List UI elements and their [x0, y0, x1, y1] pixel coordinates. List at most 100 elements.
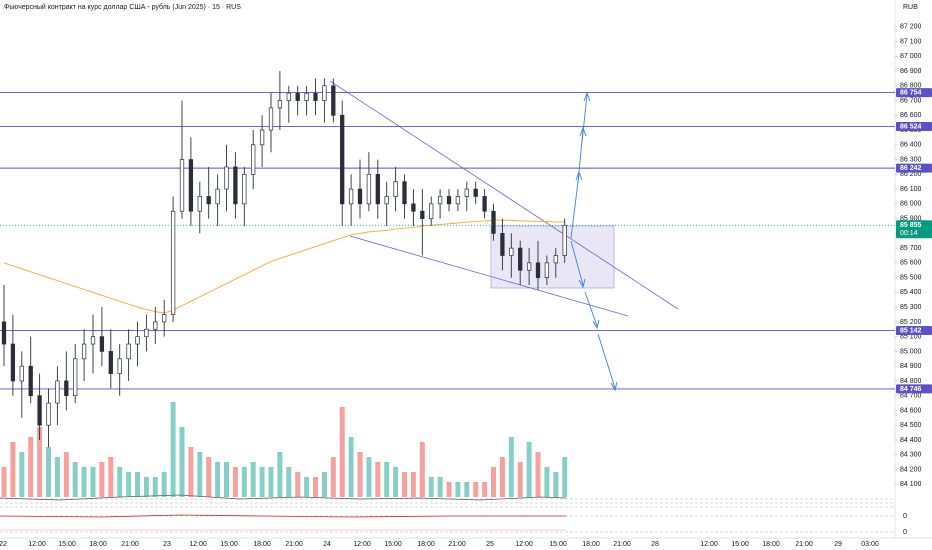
y-tick-label: 85 600 — [900, 260, 922, 267]
candle-body — [170, 210, 176, 315]
volume-bar — [428, 477, 434, 497]
volume-bar — [455, 482, 461, 497]
x-tick-label: 18:00 — [417, 541, 435, 548]
x-tick-label: 15:00 — [731, 541, 749, 548]
candle-body — [535, 262, 541, 278]
candle-body — [384, 196, 389, 205]
candle-body — [126, 343, 131, 360]
last-price-box — [896, 220, 932, 239]
volume-bar — [499, 457, 505, 497]
volume-bar — [482, 482, 488, 497]
volume-bar — [99, 462, 105, 497]
volume-bar — [473, 482, 479, 497]
level-label-box — [896, 384, 932, 394]
x-tick-label: 12:00 — [189, 541, 207, 548]
x-tick-label: 12:00 — [353, 541, 371, 548]
y-tick-label: 84 900 — [900, 363, 922, 370]
indicator-label: 0 — [903, 513, 907, 520]
y-tick-label: 85 400 — [900, 289, 922, 296]
y-tick-label: 87 200 — [900, 24, 922, 31]
volume-bar — [286, 467, 292, 497]
y-tick-label: 86 400 — [900, 142, 922, 149]
candle-body — [304, 92, 309, 101]
candle-body — [375, 173, 380, 205]
volume-bar — [117, 467, 123, 497]
volume-bar — [259, 467, 265, 497]
level-label: 86 524 — [900, 123, 922, 130]
volume-bar — [72, 462, 78, 497]
indicator-line — [0, 514, 566, 518]
x-tick-label: 18:00 — [762, 541, 780, 548]
candle-body — [117, 358, 122, 374]
candle-body — [64, 380, 69, 397]
candle-body — [242, 173, 247, 205]
candle-body — [348, 188, 354, 205]
volume-bar — [491, 467, 496, 497]
volume-bar — [46, 447, 51, 497]
volume-bar — [375, 462, 381, 497]
x-tick-label: 21:00 — [121, 541, 139, 548]
y-tick-label: 85 700 — [900, 245, 922, 252]
currency-label: RUB — [903, 4, 918, 11]
y-tick-label: 84 800 — [900, 378, 922, 385]
candle-body — [99, 336, 105, 352]
volume-bar — [143, 477, 149, 497]
level-label: 86 754 — [900, 89, 922, 96]
x-tick-label: 21:00 — [613, 541, 631, 548]
volume-bar — [562, 457, 568, 497]
candle-body — [233, 166, 238, 205]
x-tick-label: 25 — [486, 541, 494, 548]
volume-bar — [313, 477, 318, 497]
candle-body — [411, 203, 416, 212]
x-tick-label: 21:00 — [285, 541, 303, 548]
volume-bar — [54, 457, 60, 497]
y-tick-label: 84 600 — [900, 407, 922, 414]
arrow — [570, 240, 586, 289]
last-price-label: 85 855 — [900, 222, 922, 229]
volume-bar — [63, 452, 69, 497]
x-tick-label: 21:00 — [795, 541, 813, 548]
candle-body — [10, 343, 16, 382]
y-tick-label: 84 500 — [900, 422, 922, 429]
volume-bar — [393, 467, 399, 497]
y-tick-label: 86 300 — [900, 156, 922, 163]
y-tick-label: 87 000 — [900, 53, 922, 60]
candle-body — [437, 196, 443, 205]
volume-bar — [161, 472, 167, 497]
volume-bar — [304, 477, 310, 497]
volume-bar — [170, 402, 176, 497]
y-tick-label: 84 300 — [900, 452, 922, 459]
volume-bar — [90, 467, 96, 497]
y-tick-label: 86 200 — [900, 171, 922, 178]
volume-bar — [544, 467, 550, 497]
volume-bar — [348, 437, 354, 497]
candle-body — [340, 114, 345, 205]
candle-body — [37, 395, 42, 426]
countdown-label: 00:14 — [900, 230, 918, 237]
volume-bar — [1, 467, 7, 497]
candle-body — [393, 181, 398, 197]
volume-bar — [224, 462, 229, 497]
volume-bar — [553, 472, 559, 497]
y-tick-label: 86 000 — [900, 201, 922, 208]
volume-bar — [188, 447, 194, 497]
y-tick-label: 85 200 — [900, 319, 922, 326]
volume-bar — [339, 407, 345, 497]
volume-bar — [517, 462, 523, 497]
volume-bar — [446, 482, 452, 497]
volume-bar — [277, 452, 283, 497]
volume-bar — [526, 442, 532, 497]
x-tick-label: 23 — [163, 541, 171, 548]
volume-bar — [402, 472, 407, 497]
x-tick-label: 12:00 — [28, 541, 46, 548]
x-tick-label: 29 — [834, 541, 842, 548]
y-tick-label: 85 000 — [900, 348, 922, 355]
candle-body — [179, 159, 185, 212]
level-label-box — [896, 325, 932, 335]
volume-bar — [241, 467, 247, 497]
candle-body — [188, 159, 194, 212]
volume-bar — [19, 452, 25, 497]
y-tick-label: 84 200 — [900, 466, 922, 473]
level-label: 85 142 — [900, 327, 922, 334]
